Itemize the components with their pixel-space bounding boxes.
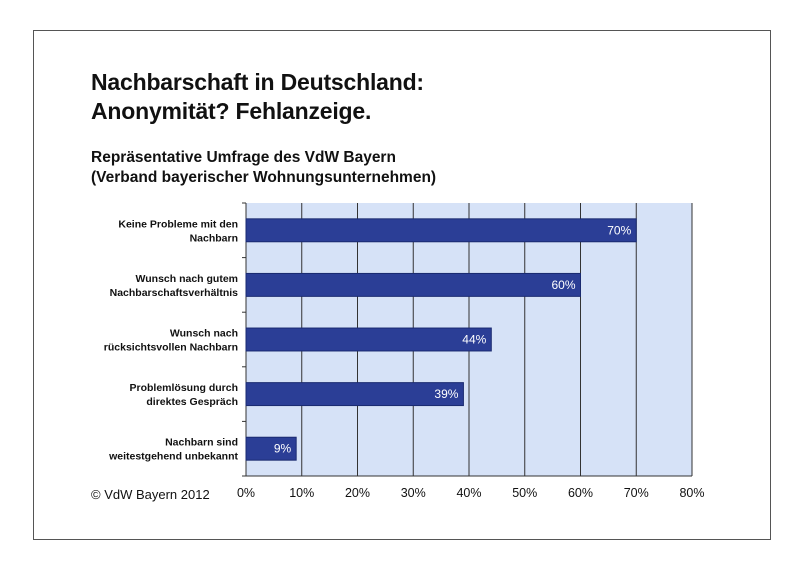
bar-value-label: 9% [274,442,292,456]
x-tick-label: 80% [679,486,704,500]
bar-value-label: 60% [551,278,575,292]
title-line-2: Anonymität? Fehlanzeige. [91,98,372,124]
category-label: Nachbarn sind [165,437,238,449]
bar [245,218,637,243]
category-label: Keine Probleme mit den [118,218,238,230]
chart-subtitle: Repräsentative Umfrage des VdW Bayern (V… [91,148,436,188]
category-label: Nachbarschaftsverhältnis [110,287,239,299]
category-label: weitestgehend unbekannt [108,451,238,463]
category-label: direktes Gespräch [146,396,238,408]
bar-value-label: 44% [462,333,486,347]
category-label: rücksichtsvollen Nachbarn [104,342,238,354]
title-line-1: Nachbarschaft in Deutschland: [91,69,424,95]
x-tick-label: 20% [345,486,370,500]
bar [245,436,297,461]
chart-title: Nachbarschaft in Deutschland: Anonymität… [91,68,424,126]
bar [245,382,464,407]
category-label: Wunsch nach gutem [136,273,238,285]
category-label: Nachbarn [190,232,238,244]
x-tick-label: 50% [512,486,537,500]
copyright-note: © VdW Bayern 2012 [91,487,210,502]
subtitle-line-2: (Verband bayerischer Wohnungsunternehmen… [91,169,437,186]
category-label: Wunsch nach [170,328,238,340]
bar [245,327,492,352]
x-tick-label: 40% [456,486,481,500]
x-tick-label: 70% [624,486,649,500]
x-tick-label: 10% [289,486,314,500]
bar-value-label: 70% [607,223,631,237]
x-tick-label: 60% [568,486,593,500]
x-tick-label: 0% [237,486,255,500]
bar-value-label: 39% [434,387,458,401]
x-tick-label: 30% [401,486,426,500]
subtitle-line-1: Repräsentative Umfrage des VdW Bayern [91,149,396,166]
category-label: Problemlösung durch [129,382,238,394]
bar [245,272,581,297]
